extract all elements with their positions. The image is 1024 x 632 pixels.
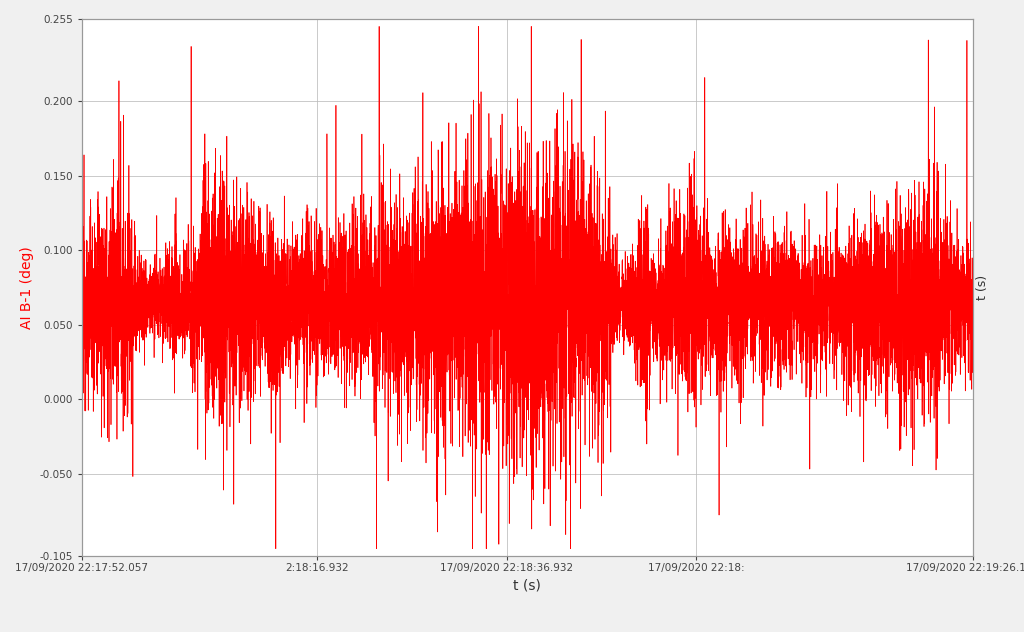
Y-axis label: AI B-1 (deg): AI B-1 (deg) [19, 246, 34, 329]
X-axis label: t (s): t (s) [513, 579, 542, 593]
Y-axis label: t (s): t (s) [976, 275, 988, 300]
